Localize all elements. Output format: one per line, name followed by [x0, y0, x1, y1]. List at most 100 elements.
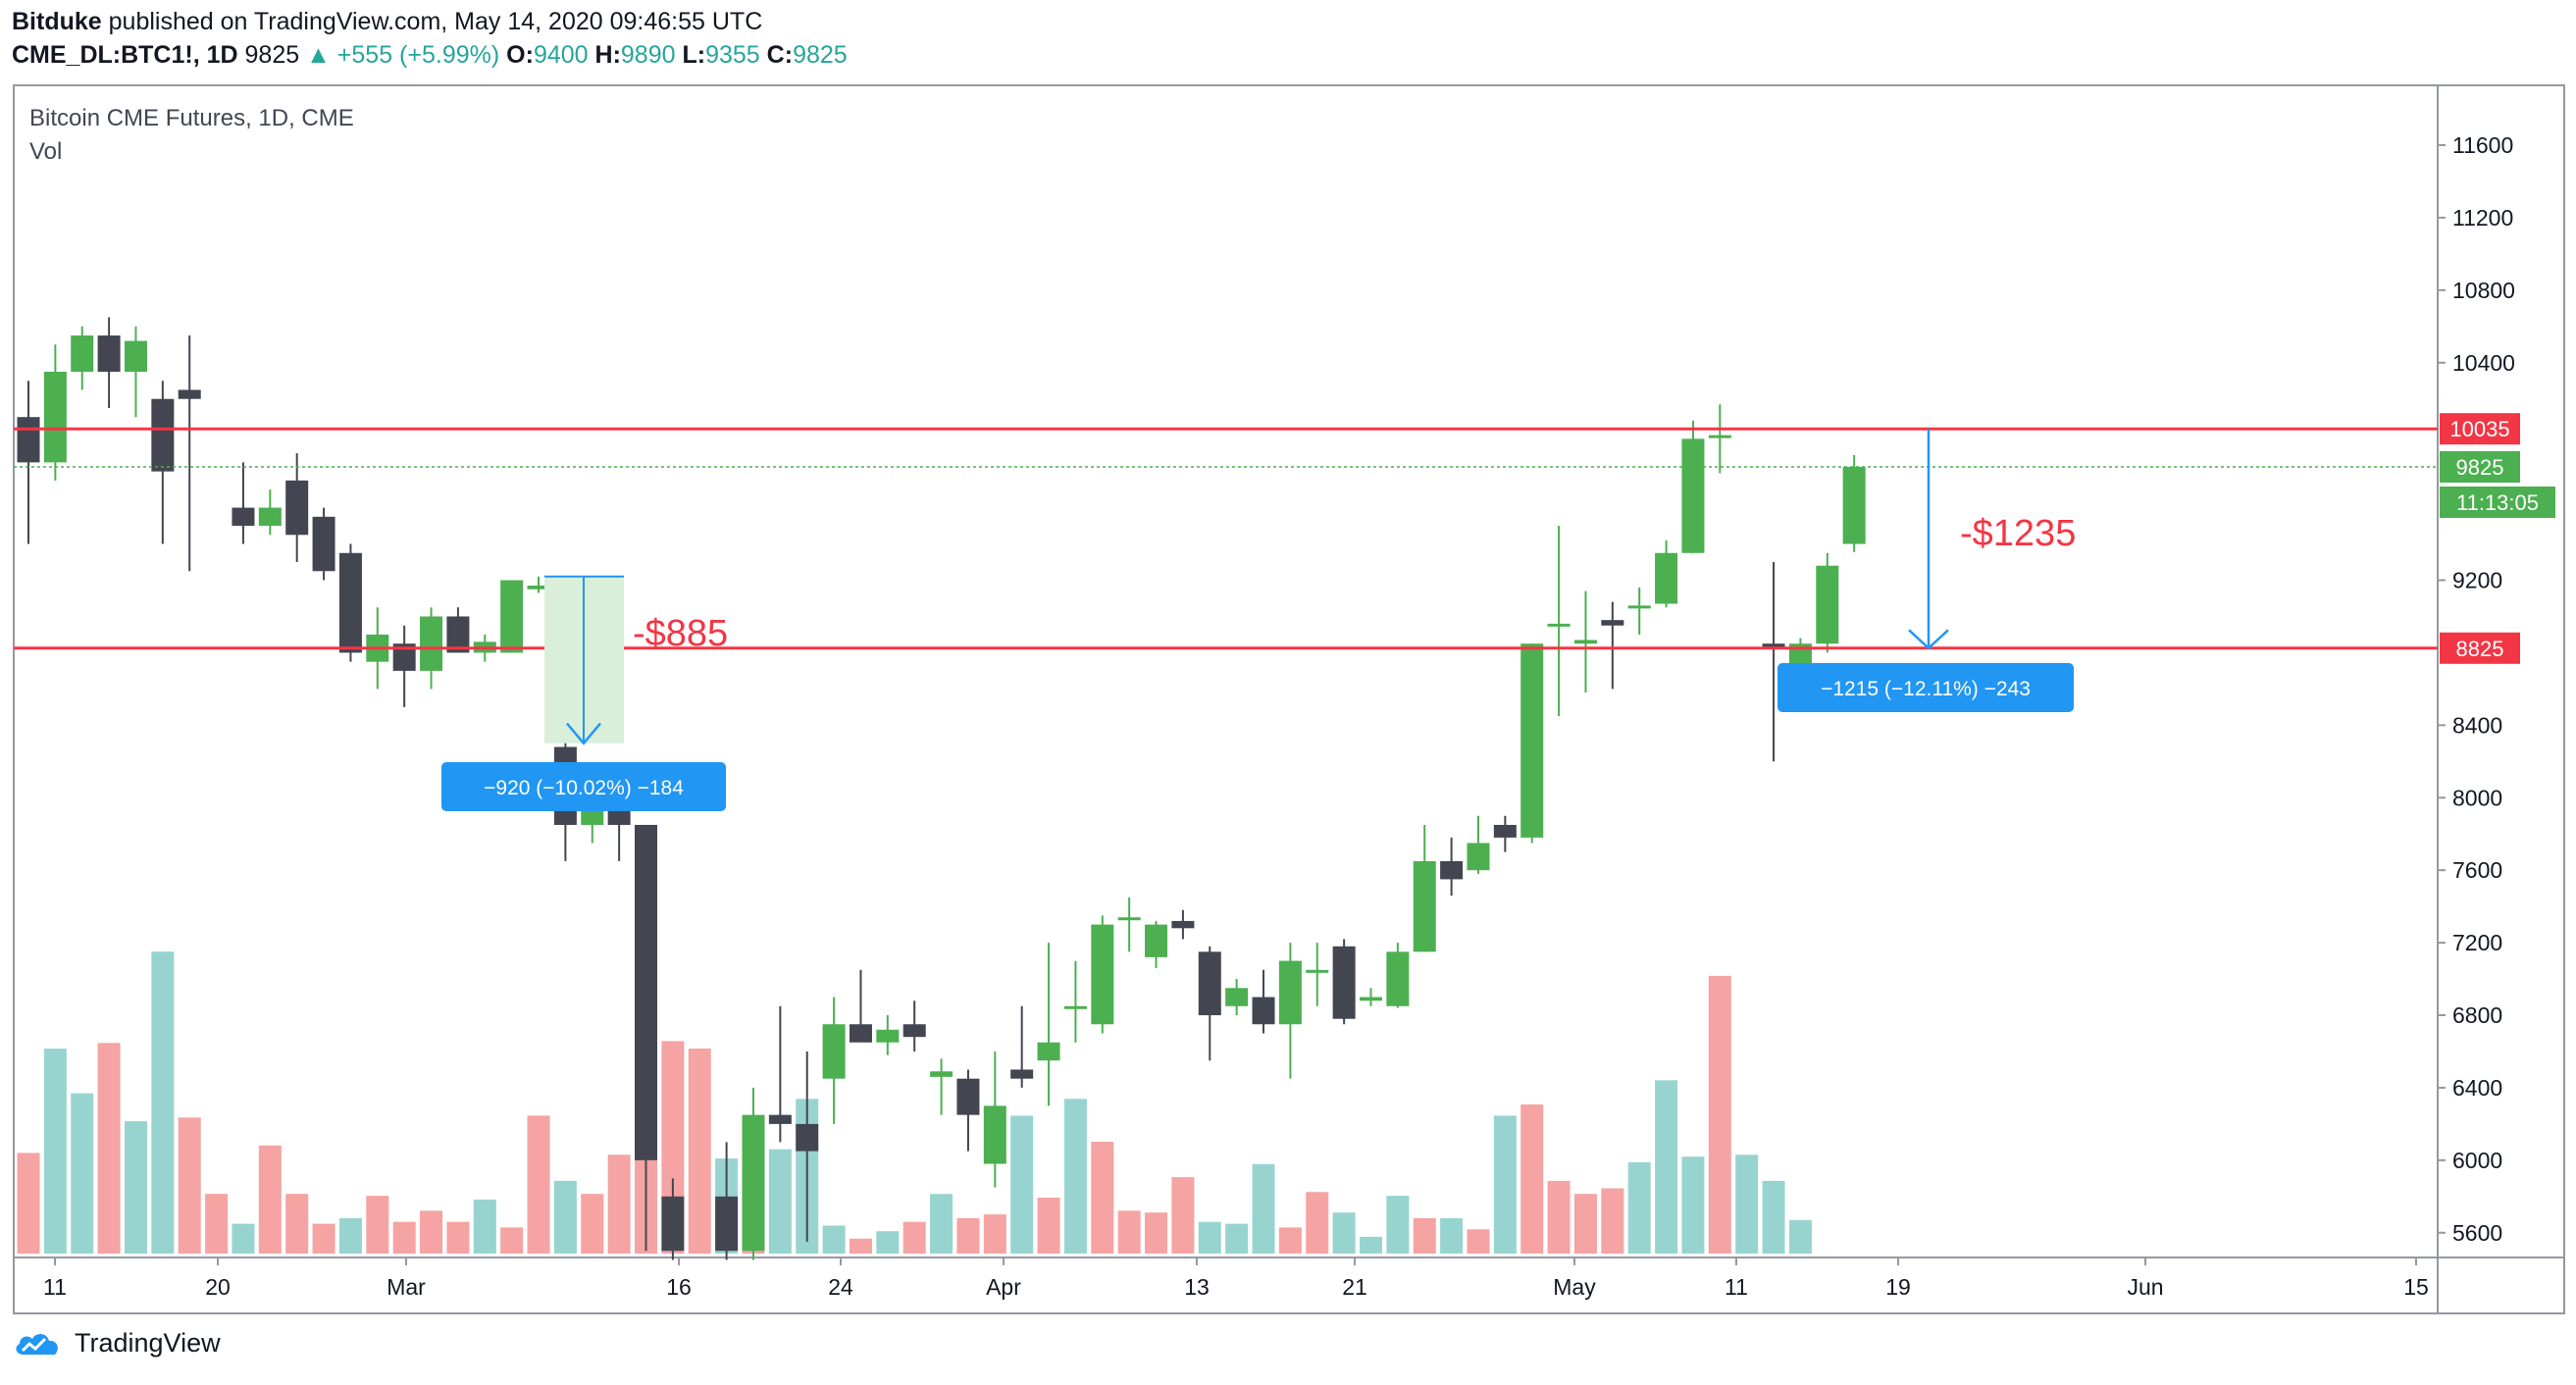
author-name: Bitduke [12, 8, 102, 35]
candle-down [902, 1000, 926, 1052]
volume-bar [956, 1217, 980, 1254]
price-tick-label: 11600 [2452, 132, 2513, 158]
candle-up [1386, 943, 1410, 1008]
candle-down [1010, 1005, 1034, 1088]
volume-bar [1171, 1177, 1195, 1254]
volume-bar [124, 1121, 147, 1254]
volume-bar [1708, 975, 1731, 1254]
candle-body [17, 417, 40, 463]
level-price-tag [2440, 413, 2520, 445]
footer: TradingView [12, 1328, 221, 1359]
candle-up [1225, 979, 1249, 1016]
candle-up [1278, 943, 1302, 1079]
volume-bar [1010, 1115, 1034, 1254]
volume-bar [1063, 1099, 1087, 1254]
ohlc-line: CME_DL:BTC1!, 1D 9825 ▲ +555 (+5.99%) O:… [12, 41, 848, 70]
chart-frame [13, 84, 2565, 1314]
candle-up [1145, 920, 1168, 968]
candle-body [1467, 843, 1490, 871]
volume-bar [1091, 1142, 1114, 1254]
volume-bar [1520, 1104, 1544, 1254]
candle-body [1145, 924, 1168, 957]
candle-body [527, 586, 550, 590]
measure-label-box [441, 762, 726, 811]
time-axis[interactable]: 11 20 Mar 16 24 Apr 13 21 May 11 19 Jun 15 [43, 1257, 2429, 1300]
candle-body [1306, 969, 1329, 973]
last-price-tag [2440, 451, 2520, 484]
candle-body [338, 552, 362, 653]
candle-body [768, 1114, 792, 1124]
volume-bar [1655, 1080, 1678, 1254]
volume-bar [1037, 1198, 1060, 1254]
candle-body [1386, 951, 1410, 1006]
last-price-value: 9825 [244, 41, 300, 69]
volume-bar [1198, 1221, 1221, 1254]
volume-bar [1627, 1161, 1651, 1254]
measure-label: −1215 (−12.11%) −243 [1821, 678, 2031, 700]
candle-body [285, 480, 309, 536]
candle-body [446, 616, 470, 653]
candle-down [715, 1142, 739, 1260]
price-tick-label: 6000 [2452, 1148, 2502, 1173]
change-value: ▲ +555 (+5.99%) [306, 41, 500, 69]
candle-body [500, 580, 524, 653]
volume-bar [1413, 1217, 1436, 1254]
candle-up [1037, 943, 1060, 1106]
volume-legend: Vol [29, 138, 62, 165]
candle-body [124, 340, 147, 372]
volume-bar [285, 1194, 309, 1254]
candle-body [1332, 946, 1356, 1019]
tradingview-brand[interactable]: TradingView [75, 1328, 221, 1358]
close-value: 9825 [793, 41, 848, 69]
time-tick-label: Jun [2127, 1274, 2163, 1300]
candle-down [849, 969, 872, 1043]
measure-label-box [1777, 663, 2074, 712]
candle-body [1520, 643, 1544, 838]
price-axis[interactable]: 5600 6000 6400 6800 7200 7600 8000 8400 9200 1040… [2438, 132, 2555, 1246]
candle-body [715, 1196, 739, 1252]
price-tick-label: 11200 [2452, 205, 2513, 231]
volume-bar [366, 1196, 389, 1254]
candle-down [17, 381, 40, 544]
candle-up [527, 576, 550, 593]
volume-bar [258, 1145, 282, 1254]
candle-down [1440, 837, 1464, 897]
candle-up [876, 1015, 900, 1055]
volume-bar [178, 1117, 201, 1254]
low-label: L: [682, 41, 706, 69]
candle-up [1091, 915, 1114, 1034]
candle-up [742, 1087, 765, 1260]
candle-up [1467, 815, 1490, 874]
candle-up [1547, 526, 1571, 717]
candle-up [1306, 943, 1329, 1006]
volume-bar [1493, 1115, 1517, 1254]
candle-up [1681, 420, 1705, 553]
high-value: 9890 [620, 41, 676, 69]
candle-body [1816, 565, 1839, 644]
volume-bar [97, 1043, 121, 1254]
candle-down [1601, 601, 1624, 690]
candle-body [1842, 467, 1866, 544]
candle-body [232, 507, 255, 527]
low-value: 9355 [705, 41, 760, 69]
candle-body [661, 1196, 685, 1252]
volume-bar [1225, 1223, 1249, 1254]
candle-down [768, 1005, 792, 1143]
candle-body [902, 1024, 926, 1038]
candle-up [1816, 552, 1839, 653]
volume-bar [446, 1221, 470, 1254]
candle-body [1171, 920, 1195, 929]
volume-bar [527, 1115, 550, 1254]
candle-body [1225, 988, 1249, 1006]
volume-bar [1278, 1227, 1302, 1254]
volume-bar [553, 1180, 577, 1254]
candle-body [956, 1078, 980, 1115]
candle-up [983, 1051, 1006, 1188]
volume-bar [930, 1194, 953, 1254]
candle-body [1681, 438, 1705, 553]
time-tick-label: 15 [2403, 1274, 2429, 1300]
measure-arrow-head [566, 722, 601, 745]
publish-line: Bitduke published on TradingView.com, Ma… [12, 8, 762, 36]
candle-body [1547, 623, 1571, 627]
